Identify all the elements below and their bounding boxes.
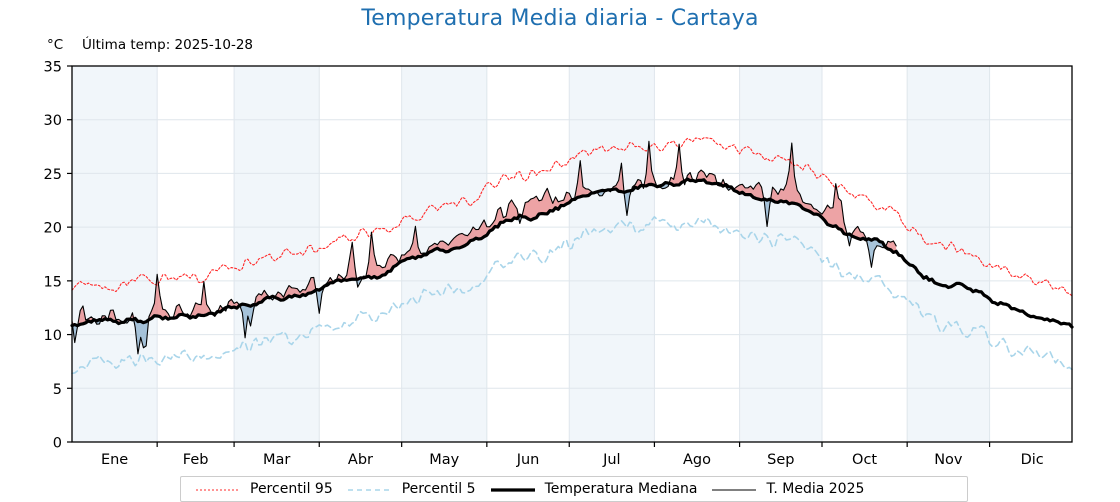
y-tick-label: 30 bbox=[44, 113, 62, 129]
legend-label: T. Media 2025 bbox=[766, 481, 865, 497]
fill-above-median bbox=[184, 281, 213, 319]
fill-below-median bbox=[621, 190, 633, 216]
series-temperatura-mediana bbox=[70, 177, 1074, 329]
month-band bbox=[569, 66, 655, 442]
x-tick-label: Sep bbox=[767, 452, 794, 468]
fill-above-median bbox=[692, 170, 718, 184]
legend-swatch-1 bbox=[195, 482, 241, 496]
x-tick-label: Oct bbox=[852, 452, 877, 468]
page-title: Temperatura Media diaria - Cartaya bbox=[361, 6, 759, 31]
legend-item[interactable]: Percentil 5 bbox=[333, 477, 476, 501]
legend-swatch-4 bbox=[711, 482, 757, 496]
x-tick-label: Jul bbox=[602, 452, 621, 468]
last-temp-label: Última temp: 2025-10-28 bbox=[82, 37, 254, 53]
month-band bbox=[234, 66, 320, 442]
legend-swatch-2 bbox=[347, 482, 393, 496]
x-tick-label: Feb bbox=[183, 452, 209, 468]
legend-item[interactable]: Temperatura Mediana bbox=[476, 477, 698, 501]
y-tick-label: 20 bbox=[44, 221, 62, 237]
legend-item[interactable]: Percentil 95 bbox=[181, 477, 333, 501]
x-tick-label: Ago bbox=[683, 452, 711, 468]
fill-below-median bbox=[132, 318, 149, 354]
x-tick-label: Nov bbox=[934, 452, 963, 468]
y-tick-label: 25 bbox=[44, 167, 62, 183]
month-band bbox=[72, 66, 158, 442]
y-tick-label: 15 bbox=[44, 274, 62, 290]
x-tick-label: Abr bbox=[348, 452, 373, 468]
series-t-media-2025 bbox=[71, 140, 897, 355]
fill-below-median bbox=[239, 304, 257, 338]
plot-frame bbox=[71, 65, 1073, 443]
legend-label: Percentil 5 bbox=[401, 481, 476, 497]
legend-label: Temperatura Mediana bbox=[544, 481, 698, 497]
legend-swatch-3 bbox=[490, 482, 536, 496]
fill-above-median bbox=[885, 240, 897, 253]
x-tick-label: Jun bbox=[516, 452, 540, 468]
fill-above-median bbox=[335, 242, 358, 282]
legend-label: Percentil 95 bbox=[250, 481, 333, 497]
y-tick-label: 35 bbox=[44, 60, 62, 76]
legend-item[interactable]: T. Media 2025 bbox=[697, 477, 864, 501]
fill-below-median bbox=[865, 238, 888, 268]
fill-above-median bbox=[253, 290, 273, 305]
fill-below-median bbox=[761, 198, 773, 227]
series-percentil-95 bbox=[71, 137, 1073, 297]
fill-above-median bbox=[360, 199, 520, 279]
x-tick-label: Mar bbox=[263, 452, 290, 468]
chart-legend: Percentil 95 Percentil 5 Temperatura Media… bbox=[180, 476, 968, 502]
x-tick-label: May bbox=[429, 452, 459, 468]
x-tick-label: Ene bbox=[101, 452, 128, 468]
x-tick-label: Dic bbox=[1021, 452, 1044, 468]
y-tick-label: 5 bbox=[53, 382, 62, 398]
fill-above-median bbox=[643, 141, 658, 187]
fill-above-median bbox=[519, 160, 594, 221]
month-band bbox=[907, 66, 990, 442]
y-tick-label: 10 bbox=[44, 328, 62, 344]
fill-above-median bbox=[731, 182, 765, 201]
month-band bbox=[739, 66, 822, 442]
y-axis-unit-label: °C bbox=[47, 37, 64, 53]
y-tick-label: 0 bbox=[53, 436, 62, 452]
series-percentil-5 bbox=[71, 215, 1073, 375]
fill-above-median bbox=[668, 144, 685, 186]
